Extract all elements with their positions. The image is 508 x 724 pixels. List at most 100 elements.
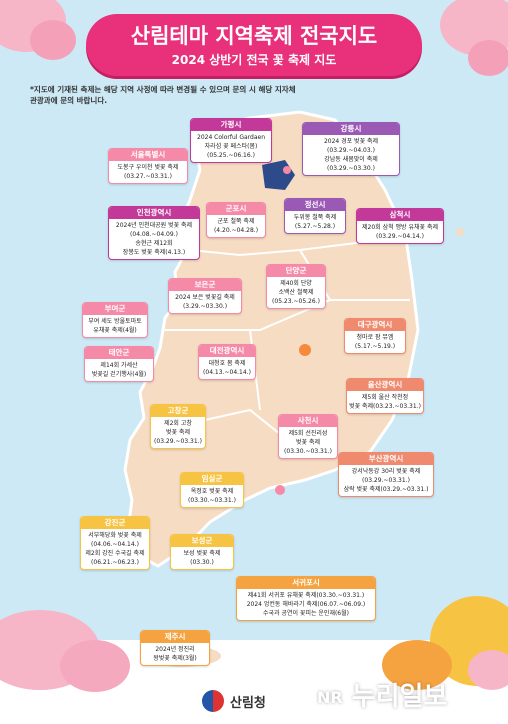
festival-line: 2024 보은 벚꽃길 축제 [175, 294, 235, 301]
festival-line: 송현근 제12회 [135, 240, 173, 247]
festival-region-label: 태안군 [85, 347, 153, 359]
festival-card-imsil: 임실군 옥정호 벚꽃 축제 (03.30.~03.31.) [180, 472, 244, 508]
festival-line: 삼락 벚꽃 축제(03.29.~03.31.) [343, 486, 429, 493]
festival-line: (05.25.~06.16.) [207, 152, 255, 159]
watermark-badge: NR [312, 684, 348, 711]
festival-region-label: 제주시 [141, 631, 209, 643]
festival-line: 수국과 공연이 꽃피는 운인재(6월) [263, 610, 349, 617]
daegu-flower-icon [299, 344, 311, 356]
festival-region-label: 가평시 [191, 119, 271, 131]
festival-line: 2024 Colorful Gardaen [197, 134, 265, 141]
festival-line: 자라섬 꽃 페스타(봄) [204, 143, 258, 150]
festival-card-gangneung: 강릉시 2024 경포 벚꽃 축제 (03.29.~04.03.) 강남동 새봄맞이… [302, 122, 400, 176]
festival-line: 청마로 팜 뮤엠 [356, 334, 394, 341]
festival-card-incheon: 인천광역시 2024년 인천대공원 벚꽃 축제 (04.08.~04.09.) 송현… [108, 206, 200, 260]
cherry-tree-top-left-2 [30, 20, 76, 60]
festival-line: 2024년 인천대공원 벚꽃 축제 [115, 222, 193, 229]
festival-card-gochang: 고창군 제2회 고창 벚꽃 축제 (03.29.~03.31.) [150, 404, 206, 449]
festival-region-label: 서귀포시 [237, 577, 375, 589]
festival-line: 2024년 정진리 [155, 646, 195, 653]
festival-line: 2024 엉컨동 해바라기 축제(06.07.~06.09.) [246, 601, 366, 608]
watermark-text: 누리일보 [351, 682, 448, 712]
festival-line: 강서낙동강 30리 벚꽃 축제 [351, 468, 421, 475]
festival-line: (03.29.~04.03.) [327, 147, 375, 154]
festival-line: 제2회 강진 수국길 축제 [85, 550, 145, 557]
festival-line: (5.17.~5.19.) [354, 343, 396, 350]
forest-service-logo: 산림청 [202, 690, 266, 712]
festival-line: 장봉도 벚꽃 축제(4.13.) [122, 249, 186, 256]
festival-line: 벚꽃 축제 [296, 439, 320, 446]
watermark: NR 누리일보 [312, 676, 447, 713]
festival-card-jeongseon: 정선시 두위봉 철쭉 축제 (5.27.~5.28.) [284, 198, 346, 234]
festival-region-label: 군포시 [207, 203, 265, 215]
festival-card-seoul: 서울특별시 도봉구 우이천 벚꽃 축제 (03.27.~03.31.) [108, 148, 188, 184]
festival-line: (5.27.~5.28.) [294, 223, 336, 230]
festival-line: (4.20.~04.28.) [213, 227, 259, 234]
province-border [159, 239, 410, 451]
festival-card-busan: 부산광역시 강서낙동강 30리 벚꽃 축제 (03.29.~03.31.) 삼락 벚… [338, 452, 434, 497]
festival-region-label: 강릉시 [303, 123, 399, 135]
festival-region-label: 보성군 [171, 535, 233, 547]
festival-region-label: 부산광역시 [339, 453, 433, 465]
festival-line: 대청호 봄 축제 [208, 360, 246, 367]
festival-line: 제20회 삼척 맹방 유채꽃 축제 [362, 224, 438, 231]
festival-line: (04.06.~04.14.) [91, 541, 139, 548]
festival-line: 유채꽃 축제(4월) [93, 327, 137, 334]
festival-line: (05.23.~05.26.) [272, 298, 320, 305]
festival-line: 왕벚꽃 축제(3월) [153, 655, 197, 662]
festival-line: 벚꽃길 걷기행사(4월) [91, 371, 147, 378]
festival-card-sacheon: 사천시 제5회 선진리성 벚꽃 축제 (03.30.~03.31.) [278, 414, 338, 459]
festival-line: 2024 경포 벚꽃 축제 [323, 138, 379, 145]
festival-line: 두위봉 철쭉 축제 [293, 214, 337, 221]
festival-line: (06.21.~06.23.) [91, 559, 139, 566]
festival-region-label: 서울특별시 [109, 149, 187, 161]
festival-line: 옥정호 벚꽃 축제 [190, 488, 234, 495]
festival-line: (03.29.~03.30.) [327, 165, 375, 172]
festival-line: 강남동 새봄맞이 축제 [324, 156, 378, 163]
festival-line: 부여 세도 방울토마토 [88, 318, 142, 325]
agency-name: 산림청 [230, 695, 266, 711]
festival-card-samcheok: 삼척시 제20회 삼척 맹방 유채꽃 축제 (03.29.~04.14.) [356, 208, 444, 244]
cherry-tree-bottom-right [468, 650, 508, 690]
festival-line: 제40회 단양 [280, 280, 312, 287]
festival-line: (3.29.~03.30.) [182, 303, 228, 310]
festival-card-seogwipo: 서귀포시 제41회 서귀포 유채꽃 축제(03.30.~03.31.) 2024 … [236, 576, 376, 621]
title-banner: 산림테마 지역축제 전국지도 2024 상반기 전국 꽃 축제 지도 [86, 14, 422, 76]
festival-region-label: 대구광역시 [345, 319, 405, 331]
festival-line: (03.30.~03.31.) [284, 448, 332, 455]
festival-line: (03.30.) [190, 559, 214, 566]
festival-line: (03.30.~03.31.) [188, 497, 236, 504]
festival-line: 벚꽃 축제 [166, 429, 190, 436]
festival-region-label: 사천시 [279, 415, 337, 427]
cherry-tree-top-right-2 [468, 40, 508, 76]
festival-region-label: 인천광역시 [109, 207, 199, 219]
festival-card-gunpo: 군포시 군포 철쭉 축제 (4.20.~04.28.) [206, 202, 266, 238]
cherry-tree-bottom-left-2 [60, 640, 130, 692]
festival-line: 벚꽃 축제(03.23.~03.31.) [349, 403, 421, 410]
festival-region-label: 삼척시 [357, 209, 443, 221]
festival-card-daegu: 대구광역시 청마로 팜 뮤엠 (5.17.~5.19.) [344, 318, 406, 354]
gyeongnam-flower-icon [275, 485, 285, 495]
page-subtitle: 2024 상반기 전국 꽃 축제 지도 [171, 53, 337, 67]
festival-card-ulsan: 울산광역시 제5회 울산 작천정 벚꽃 축제(03.23.~03.31.) [346, 378, 424, 414]
festival-line: 소백산 철쭉제 [278, 289, 314, 296]
festival-card-daejeon: 대전광역시 대청호 봄 축제 (04.13.~04.14.) [198, 344, 256, 380]
festival-card-boeun: 보은군 2024 보은 벚꽃길 축제 (3.29.~03.30.) [168, 278, 242, 314]
festival-card-gangjin: 강진군 서부해당화 벚꽃 축제 (04.06.~04.14.) 제2회 강진 수국길… [80, 516, 150, 570]
festival-line: (03.29.~04.14.) [376, 233, 424, 240]
festival-region-label: 단양군 [267, 265, 325, 277]
festival-line: (04.13.~04.14.) [203, 369, 251, 376]
page-title: 산림테마 지역축제 전국지도 [130, 24, 378, 48]
ulleungdo-island [456, 228, 464, 236]
festival-line: (03.29.~03.31.) [154, 438, 202, 445]
festival-line: (04.08.~04.09.) [130, 231, 178, 238]
festival-region-label: 부여군 [83, 303, 147, 315]
taegeuk-emblem-icon [202, 690, 224, 712]
festival-card-taean: 태안군 제14회 가세산 벚꽃길 걷기행사(4월) [84, 346, 154, 382]
festival-line: 제41회 서귀포 유채꽃 축제(03.30.~03.31.) [247, 592, 365, 599]
festival-line: 서부해당화 벚꽃 축제 [88, 532, 142, 539]
festival-card-gapyeong: 가평시 2024 Colorful Gardaen 자라섬 꽃 페스타(봄) (05… [190, 118, 272, 163]
